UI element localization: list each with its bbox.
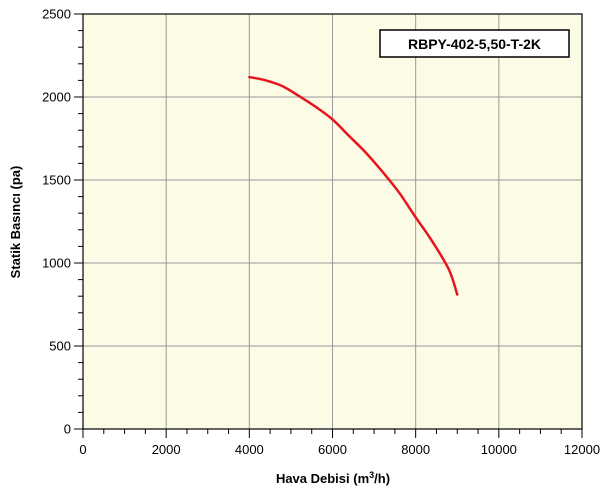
x-tick-label: 2000 — [152, 442, 181, 457]
plot-border — [82, 13, 583, 430]
y-tick-label: 500 — [49, 339, 71, 354]
x-tick-label: 8000 — [401, 442, 430, 457]
series-line — [248, 75, 459, 296]
legend-frame — [379, 29, 570, 58]
x-tick-label: 4000 — [235, 442, 264, 457]
y-tick-label: 1500 — [42, 173, 71, 188]
y-axis-title: Statik Basıncı (pa) — [8, 166, 23, 279]
x-tick-label: 0 — [79, 442, 86, 457]
y-tick-label: 2500 — [42, 7, 71, 22]
x-tick-label: 12000 — [564, 442, 600, 457]
chart-title: RBPY-402-5,50-T-2K — [408, 36, 541, 52]
x-axis-title-prefix: Hava Debisi (m — [276, 471, 369, 486]
x-tick-label: 10000 — [481, 442, 517, 457]
x-tick-labels: 0 2000 4000 6000 8000 10000 12000 — [79, 442, 600, 457]
y-tick-label: 2000 — [42, 90, 71, 105]
y-tick-label: 0 — [64, 422, 71, 437]
grid-lines — [83, 14, 582, 429]
x-axis-title: Hava Debisi (m3/h) — [276, 470, 390, 486]
x-tick-label: 6000 — [318, 442, 347, 457]
x-axis-title-sup: 3 — [369, 470, 374, 480]
y-tick-labels: 0 500 1000 1500 2000 2500 — [42, 7, 71, 437]
series-lines — [248, 75, 459, 296]
y-tick-label: 1000 — [42, 256, 71, 271]
minor-ticks — [74, 13, 583, 438]
x-axis-title-suffix: /h) — [374, 471, 390, 486]
legend-box: RBPY-402-5,50-T-2K — [379, 29, 570, 58]
